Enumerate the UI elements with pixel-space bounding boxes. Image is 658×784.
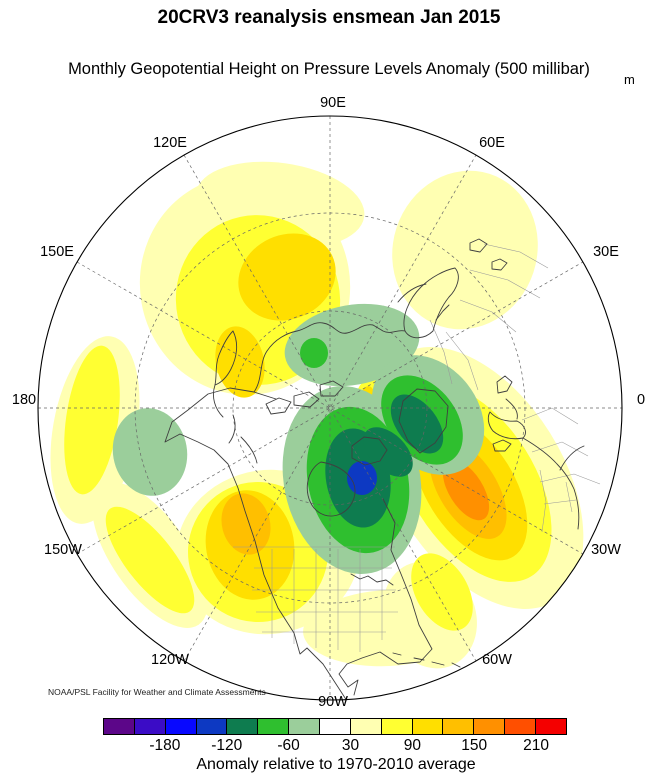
lon-label-150E: 150E (40, 244, 74, 260)
anomaly-amber-north-america (221, 493, 271, 555)
units-label: m (624, 72, 635, 87)
coast-greenland (398, 388, 449, 454)
lon-label-60W: 60W (482, 652, 512, 668)
colorbar-tick--180: -180 (149, 737, 181, 754)
political-borders (233, 243, 601, 652)
coast-novaya-zemlya (397, 283, 427, 303)
colorbar-segment-12 (473, 719, 505, 734)
meridian-60 (183, 154, 477, 662)
coast-uk (496, 375, 513, 394)
credit-text: NOAA/PSL Facility for Weather and Climat… (48, 687, 266, 697)
anomaly-green-taymyr-core (300, 338, 328, 368)
colorbar-tick-30: 30 (341, 737, 360, 754)
lon-label-90E: 90E (320, 95, 346, 111)
coast-iceland (492, 439, 512, 452)
anomaly-gold-okhotsk (215, 326, 265, 398)
page-title: 20CRV3 reanalysis ensmean Jan 2015 (157, 7, 501, 28)
lon-label-180: 180 (12, 392, 36, 408)
colorbar-segment-5 (257, 719, 289, 734)
colorbar-segment-11 (442, 719, 474, 734)
colorbar-segment-7 (319, 719, 350, 734)
coast-eurasia-arctic (253, 322, 406, 393)
colorbar-tick-210: 210 (523, 737, 549, 754)
colorbar-tick-150: 150 (461, 737, 488, 754)
coast-caspian-black-sea (469, 238, 508, 271)
coast-hudson-bay (306, 461, 356, 517)
coast-okhotsk-japan (212, 384, 258, 464)
colorbar-segment-8 (349, 719, 381, 734)
lon-label-120E: 120E (153, 135, 187, 151)
graticule (38, 116, 622, 700)
anomaly-core-atlantic-tail (411, 553, 473, 631)
colorbar-segment-13 (504, 719, 536, 734)
meridian-120 (183, 154, 477, 662)
colorbar-segment-3 (195, 719, 227, 734)
colorbar-segment-2 (164, 719, 196, 734)
lon-label-60E: 60E (479, 135, 505, 151)
longitude-labels: 90E 60E 30E 0 30W 60W 90W 120W 150W 180 150E 120E (12, 95, 645, 710)
lon-label-0: 0 (637, 392, 645, 408)
map-boundary-circle (37, 115, 623, 701)
colorbar (103, 718, 567, 735)
colorbar-segment-14 (535, 719, 566, 734)
lon-label-120W: 120W (151, 652, 189, 668)
coast-arctic-islands (265, 380, 388, 466)
coast-france (505, 398, 518, 420)
anomaly-gold-baikal (238, 233, 336, 321)
anomaly-orange-atlantic (442, 459, 490, 521)
lon-label-30W: 30W (591, 542, 621, 558)
anomaly-blue-core-hudson (347, 461, 377, 495)
colorbar-caption: Anomaly relative to 1970-2010 average (196, 756, 476, 773)
anomaly-lgreen-pacific (112, 408, 188, 496)
anomaly-core-rim-north (64, 345, 120, 495)
coast-caribbean-islands (392, 652, 461, 668)
colorbar-segment-0 (104, 719, 134, 734)
coast-north-america-east (338, 498, 433, 696)
lon-label-150W: 150W (44, 542, 82, 558)
meridian-30 (76, 261, 584, 555)
anomaly-dgreen-bridge (363, 427, 413, 477)
lon-label-90W: 90W (318, 694, 348, 710)
coast-great-lakes (350, 573, 394, 586)
colorbar-tick--120: -120 (211, 737, 243, 754)
colorbar-segment-6 (288, 719, 320, 734)
colorbar-segment-9 (380, 719, 412, 734)
colorbar-tick-90: 90 (403, 737, 421, 754)
plot-subtitle: Monthly Geopotential Height on Pressure … (68, 60, 590, 78)
colorbar-tick--60: -60 (277, 737, 300, 754)
colorbar-segment-10 (411, 719, 443, 734)
anomaly-region-urals-scandinavia (392, 170, 538, 330)
coast-scandinavia (403, 267, 459, 339)
coastlines (164, 238, 585, 700)
meridian-150 (76, 261, 584, 555)
coast-baltic (435, 304, 450, 321)
anomaly-dgreen-greenland (390, 394, 444, 454)
coast-north-america-west (164, 387, 350, 700)
colorbar-segment-4 (226, 719, 258, 734)
coast-mediterranean-africa (522, 437, 585, 530)
colorbar-segment-1 (133, 719, 165, 734)
colorbar-tick-labels: -180 -120 -60 30 90 150 210 (103, 737, 567, 755)
lon-label-30E: 30E (593, 244, 619, 260)
map-fill-layers (38, 116, 622, 700)
anomaly-core-rim-south (105, 506, 195, 614)
